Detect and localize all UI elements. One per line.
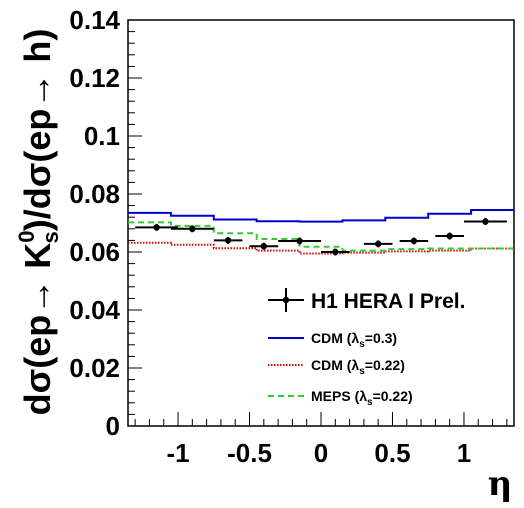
data-marker — [189, 225, 196, 232]
x-tick-label: 0.5 — [374, 438, 410, 468]
data-point — [435, 232, 464, 240]
data-point — [278, 237, 321, 245]
data-marker — [332, 248, 339, 256]
y-tick-label: 0.08 — [69, 179, 120, 209]
x-tick-label: -0.5 — [227, 438, 272, 468]
y-axis-title: dσ(ep→ K0s)/dσ(ep→ h) — [14, 29, 63, 416]
data-point — [249, 242, 279, 250]
y-axis-title-superscript: 0 — [14, 230, 39, 242]
legend: H1 HERA I Prel. CDM (λs=0.3) CDM (λs=0.22)… — [268, 288, 465, 408]
legend-entry: MEPS (λs=0.22) — [268, 388, 413, 408]
legend-entry: CDM (λs=0.22) — [268, 357, 405, 377]
legend-entry: H1 HERA I Prel. — [268, 288, 465, 313]
y-axis-title-suffix: )/dσ(ep→ h) — [17, 29, 58, 232]
data-marker — [296, 237, 303, 245]
axis-ticks — [128, 19, 508, 427]
legend-label: MEPS (λs=0.22) — [311, 388, 413, 408]
y-tick-label: 0.1 — [84, 121, 120, 151]
data-marker — [224, 237, 232, 244]
y-tick-label: 0.14 — [69, 5, 120, 35]
y-tick-labels: 0 0.02 0.04 0.06 0.08 0.1 0.12 0.14 — [69, 5, 120, 441]
legend-entry: CDM (λs=0.3) — [268, 330, 397, 350]
series-line-3 — [128, 221, 514, 252]
series-line-1 — [128, 209, 514, 223]
data-point — [463, 218, 507, 226]
data-point — [170, 225, 214, 233]
y-tick-label: 0.02 — [69, 353, 120, 383]
x-tick-labels: -1 -0.5 0 0.5 1 — [166, 438, 471, 468]
legend-label: H1 HERA I Prel. — [311, 290, 465, 313]
y-tick-label: 0.12 — [69, 63, 120, 93]
data-marker — [482, 218, 489, 225]
data-marker — [260, 243, 268, 250]
data-point — [399, 237, 429, 245]
data-point — [363, 240, 393, 248]
data-marker — [153, 224, 160, 231]
y-axis-title-prefix: dσ(ep→ K — [17, 243, 58, 416]
y-tick-label: 0 — [106, 411, 120, 441]
series-layer — [128, 209, 514, 256]
y-axis-title-subscript: s — [38, 231, 63, 243]
data-marker — [374, 240, 382, 248]
data-marker — [410, 237, 418, 245]
legend-label: CDM (λs=0.22) — [311, 357, 405, 377]
legend-swatch-marker — [282, 296, 290, 304]
data-point — [213, 236, 243, 244]
y-tick-label: 0.06 — [69, 237, 120, 267]
x-tick-label: 1 — [457, 438, 471, 468]
x-tick-label: 0 — [314, 438, 328, 468]
y-tick-label: 0.04 — [69, 295, 120, 325]
x-tick-label: -1 — [166, 438, 189, 468]
data-point — [135, 223, 179, 231]
data-point — [321, 248, 350, 256]
series-line-2 — [128, 241, 514, 255]
data-marker — [446, 232, 453, 240]
legend-label: CDM (λs=0.3) — [311, 330, 397, 350]
x-axis-title: η — [488, 464, 513, 504]
